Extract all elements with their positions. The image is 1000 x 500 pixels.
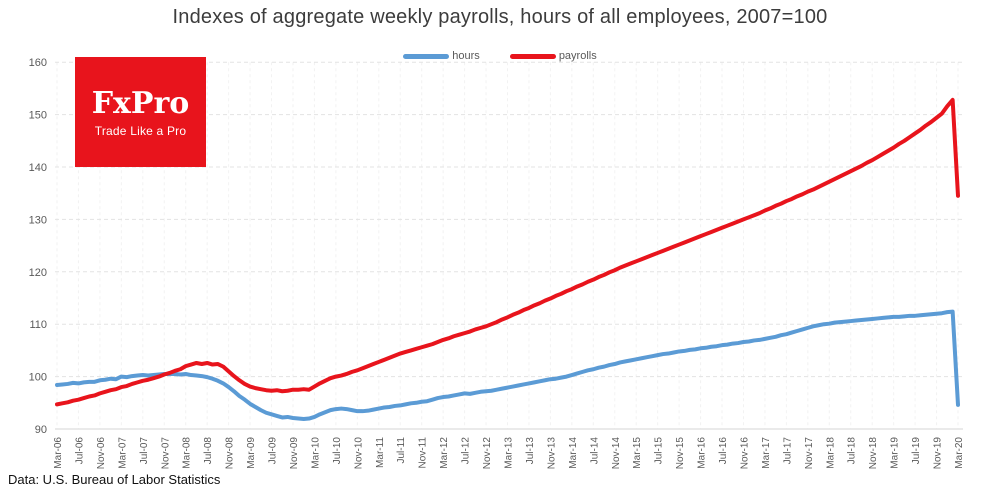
x-tick-label: Mar-10 (310, 437, 321, 469)
x-tick-label: Jul-08 (203, 437, 214, 465)
y-tick-label: 90 (35, 424, 47, 436)
x-tick-label: Mar-09 (246, 437, 257, 469)
x-tick-label: Nov-08 (225, 437, 236, 470)
x-tick-label: Nov-09 (289, 437, 300, 470)
x-tick-label: Jul-09 (268, 437, 279, 465)
x-tick-label: Mar-17 (761, 437, 772, 469)
legend-item-payrolls: payrolls (509, 50, 597, 62)
y-tick-label: 100 (29, 372, 47, 384)
payrolls-legend-swatch-icon (509, 53, 556, 59)
fxpro-logo-wordmark: FxPro (91, 85, 190, 121)
chart-legend: hours payrolls (0, 50, 1000, 62)
x-tick-label: Mar-13 (504, 437, 515, 469)
x-tick-label: Jul-19 (911, 437, 922, 465)
y-tick-label: 110 (29, 319, 47, 331)
chart-title: Indexes of aggregate weekly payrolls, ho… (172, 6, 828, 28)
x-tick-label: Mar-16 (697, 437, 708, 469)
x-tick-label: Jul-11 (396, 437, 407, 464)
x-tick-label: Nov-15 (675, 437, 686, 470)
hours-line (55, 309, 960, 422)
x-tick-label: Jul-06 (74, 437, 85, 465)
x-tick-label: Nov-07 (160, 437, 171, 470)
payrolls-legend-label: payrolls (558, 50, 597, 62)
x-tick-label: Nov-18 (868, 437, 879, 470)
x-tick-label: Jul-17 (782, 437, 793, 465)
fxpro-logo: FxPro Trade Like a Pro (75, 57, 206, 167)
y-tick-label: 140 (29, 162, 47, 174)
x-tick-label: Nov-16 (739, 437, 750, 470)
x-tick-label: Nov-10 (353, 437, 364, 470)
x-tick-label: Nov-19 (933, 437, 944, 470)
x-tick-label: Mar-15 (632, 437, 643, 469)
x-tick-label: Jul-16 (718, 437, 729, 465)
x-tick-label: Jul-12 (461, 437, 472, 465)
x-tick-label: Jul-07 (139, 437, 150, 465)
payrolls-line (55, 97, 960, 407)
x-tick-label: Mar-06 (53, 437, 64, 469)
y-tick-label: 130 (29, 214, 47, 226)
x-tick-label: Jul-18 (847, 437, 858, 465)
x-tick-label: Nov-06 (96, 437, 107, 470)
x-tick-label: Mar-18 (825, 437, 836, 469)
x-tick-label: Jul-15 (654, 437, 665, 465)
x-tick-label: Jul-10 (332, 437, 343, 465)
x-tick-label: Nov-11 (418, 437, 429, 469)
x-tick-label: Mar-14 (568, 437, 579, 469)
fxpro-logo-tagline: Trade Like a Pro (94, 123, 187, 138)
x-tick-label: Mar-11 (375, 437, 386, 468)
hours-legend-swatch-icon (403, 53, 450, 59)
x-tick-label: Jul-14 (589, 437, 600, 465)
x-tick-label: Mar-20 (954, 437, 965, 469)
x-tick-label: Nov-12 (482, 437, 493, 470)
legend-item-hours: hours (403, 50, 480, 62)
hours-legend-label: hours (452, 50, 480, 62)
x-tick-label: Mar-12 (439, 437, 450, 469)
x-tick-label: Nov-14 (611, 437, 622, 470)
source-note: Data: U.S. Bureau of Labor Statistics (8, 472, 221, 487)
x-tick-label: Mar-08 (182, 437, 193, 469)
x-tick-label: Mar-07 (117, 437, 128, 469)
x-tick-label: Nov-13 (546, 437, 557, 470)
x-tick-label: Mar-19 (890, 437, 901, 469)
y-tick-label: 160 (29, 57, 47, 69)
y-tick-label: 150 (29, 110, 47, 122)
y-tick-label: 120 (29, 267, 47, 279)
x-tick-label: Nov-17 (804, 437, 815, 470)
x-tick-label: Jul-13 (525, 437, 536, 465)
